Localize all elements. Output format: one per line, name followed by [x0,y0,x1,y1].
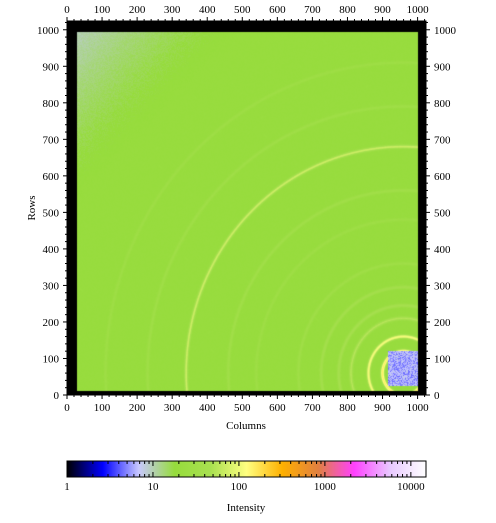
x-tick-label-top: 0 [64,4,70,16]
y-tick-label: 1000 [37,25,60,37]
colorbar-tick-label: 10000 [397,481,425,493]
x-tick-label-top: 400 [199,4,216,16]
y-tick-label: 700 [43,134,60,146]
x-tick-label: 1000 [407,402,430,414]
y-axis-title: Rows [26,195,38,220]
y-tick-label-right: 700 [434,134,451,146]
x-tick-label: 200 [129,402,146,414]
x-tick-label: 900 [374,402,391,414]
x-tick-label: 300 [164,402,181,414]
y-tick-label-right: 500 [434,207,451,219]
colorbar-tick-label: 1000 [314,481,337,493]
colorbar-fill [66,460,427,478]
y-tick-label: 600 [43,171,60,183]
colorbar: 1 10 100 1000 10000 Intensity [64,460,427,514]
colorbar-ticks: 1 10 100 1000 10000 [64,461,425,493]
y-tick-label-right: 100 [434,353,451,365]
y-tick-label-right: 800 [434,98,451,110]
y-tick-label-right: 0 [434,390,440,402]
x-tick-label: 0 [64,402,70,414]
heatmap-image [67,21,426,395]
x-tick-label-top: 700 [304,4,321,16]
colorbar-title: Intensity [227,502,266,514]
x-axis-bottom: 0 100 200 300 400 500 600 700 800 900 1000 [64,395,429,414]
y-axis-left: 0 100 200 300 400 500 600 700 800 900 1000 [37,21,67,402]
x-tick-label: 600 [269,402,286,414]
y-tick-label: 900 [43,61,60,73]
x-tick-label: 100 [94,402,111,414]
y-tick-label-right: 1000 [434,25,457,37]
y-axis-right: 0 100 200 300 400 500 600 700 800 900 1000 [426,21,457,402]
y-tick-label: 500 [43,207,60,219]
y-tick-label-right: 400 [434,244,451,256]
y-tick-label: 0 [54,390,60,402]
x-tick-label-top: 100 [94,4,111,16]
x-tick-label-top: 1000 [407,4,430,16]
x-tick-label: 800 [339,402,356,414]
y-tick-label-right: 300 [434,280,451,292]
x-tick-label: 500 [234,402,251,414]
x-axis-top: 0 100 200 300 400 500 600 700 800 900 1000 [64,4,429,21]
y-tick-label-right: 200 [434,317,451,329]
colorbar-tick-label: 1 [64,481,70,493]
x-tick-label-top: 800 [339,4,356,16]
y-tick-label: 800 [43,98,60,110]
y-tick-label-right: 600 [434,171,451,183]
colorbar-tick-label: 10 [147,481,159,493]
y-tick-label: 200 [43,317,60,329]
x-tick-label-top: 200 [129,4,146,16]
colorbar-tick-label: 100 [231,481,248,493]
x-tick-label-top: 500 [234,4,251,16]
x-tick-label-top: 900 [374,4,391,16]
plot-frame [66,20,427,396]
plot-area [66,20,427,396]
y-tick-label: 400 [43,244,60,256]
x-tick-label: 400 [199,402,216,414]
x-tick-label: 700 [304,402,321,414]
x-tick-label-top: 600 [269,4,286,16]
y-tick-label-right: 900 [434,61,451,73]
x-axis-title: Columns [226,420,266,432]
y-tick-label: 300 [43,280,60,292]
y-tick-label: 100 [43,353,60,365]
x-tick-label-top: 300 [164,4,181,16]
